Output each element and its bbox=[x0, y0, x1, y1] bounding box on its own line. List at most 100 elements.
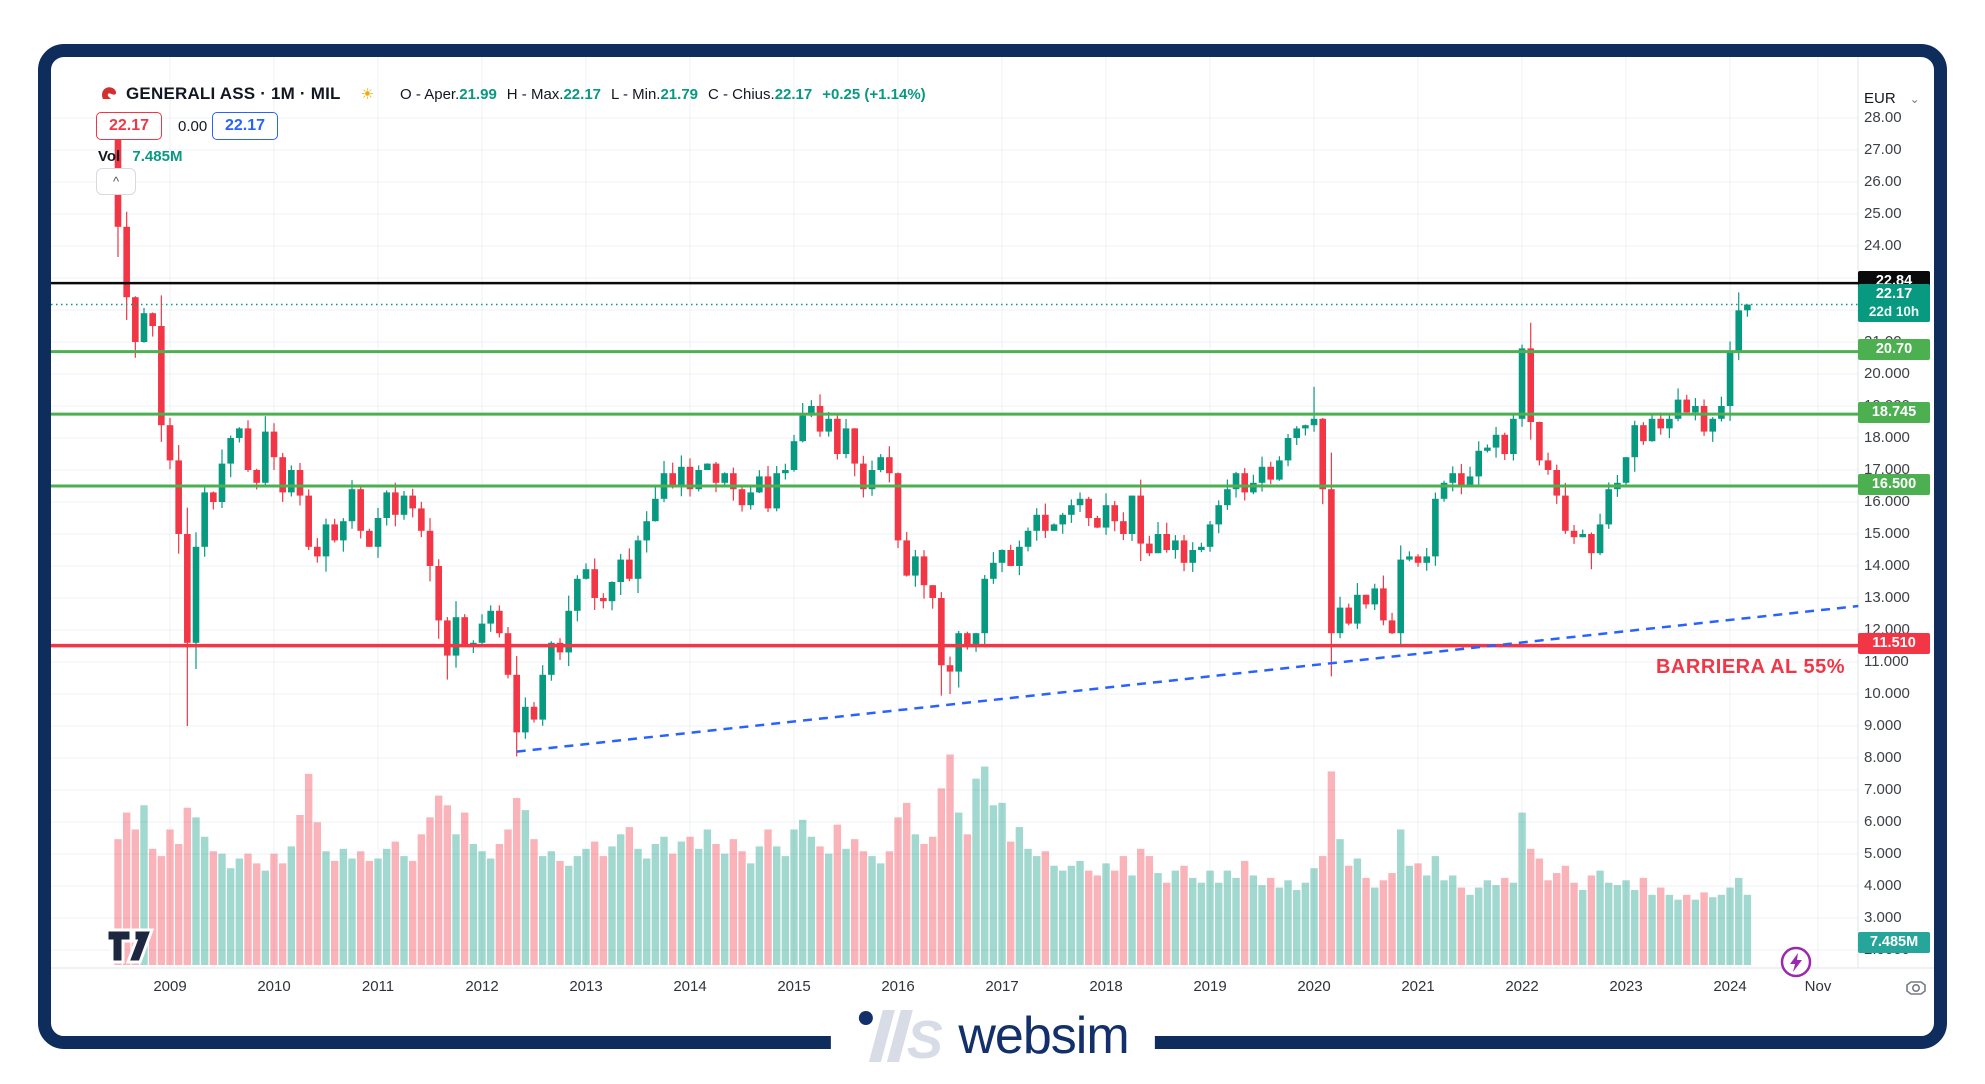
volume-bar bbox=[157, 856, 166, 965]
ohlc-value: 21.99 bbox=[459, 85, 497, 103]
volume-bar bbox=[1215, 882, 1223, 965]
candle-body bbox=[652, 498, 659, 522]
candle-body bbox=[1380, 588, 1387, 621]
volume-bar bbox=[547, 851, 556, 965]
symbol-title[interactable]: GENERALI ASS · 1M · MIL bbox=[126, 84, 341, 103]
tradingview-logo[interactable] bbox=[104, 922, 156, 973]
price-tick-label: 16.000 bbox=[1864, 493, 1910, 510]
buy-price-button[interactable]: 22.17 bbox=[212, 112, 279, 140]
candle-body bbox=[1406, 556, 1413, 560]
volume-bar bbox=[1024, 848, 1032, 965]
candle-body bbox=[409, 495, 416, 509]
candle-body bbox=[634, 540, 642, 579]
candle-body bbox=[296, 470, 304, 496]
ohlc-value: 21.79 bbox=[660, 85, 699, 103]
volume-bar bbox=[902, 802, 911, 965]
candle-body bbox=[1622, 457, 1630, 483]
volume-bar bbox=[1319, 856, 1327, 965]
ohlc-value: 22.17 bbox=[563, 85, 602, 103]
volume-bar bbox=[183, 807, 192, 965]
candle-body bbox=[608, 582, 616, 602]
volume-bar bbox=[1492, 885, 1500, 965]
candle-body bbox=[643, 521, 650, 541]
volume-bar bbox=[1700, 892, 1708, 965]
websim-logo-mark: S bbox=[858, 1010, 942, 1068]
volume-bar bbox=[174, 844, 183, 965]
price-tick-label: 28.00 bbox=[1864, 109, 1902, 126]
volume-bar bbox=[1674, 899, 1682, 965]
candle-body bbox=[903, 540, 910, 576]
candle-body bbox=[1310, 418, 1318, 426]
volume-bar bbox=[998, 802, 1006, 965]
year-tick-label: 2024 bbox=[1713, 978, 1747, 995]
volume-bar bbox=[1267, 877, 1275, 965]
year-tick-label: 2020 bbox=[1297, 978, 1331, 995]
candle-body bbox=[426, 530, 434, 566]
volume-bar bbox=[226, 868, 235, 965]
volume-bar bbox=[937, 788, 946, 965]
generali-logo-icon bbox=[100, 86, 118, 102]
candle-body bbox=[166, 425, 174, 461]
volume-bar bbox=[920, 844, 928, 965]
volume-bar bbox=[1466, 894, 1474, 965]
collapse-indicator-button[interactable]: ^ bbox=[96, 168, 136, 195]
currency-selector[interactable]: EUR ⌄ bbox=[1864, 90, 1920, 107]
volume-bar bbox=[1059, 870, 1067, 965]
candle-body bbox=[1674, 399, 1682, 419]
volume-bar bbox=[807, 836, 816, 965]
volume-bar bbox=[1154, 873, 1162, 965]
volume-bar bbox=[1171, 870, 1180, 965]
price-level-badge: 11.510 bbox=[1858, 633, 1930, 654]
settings-gear-icon[interactable] bbox=[1904, 976, 1928, 1005]
volume-bar bbox=[850, 839, 859, 965]
volume-bar bbox=[1163, 882, 1171, 965]
volume-bar bbox=[356, 851, 365, 965]
candle-body bbox=[842, 428, 850, 454]
volume-bar bbox=[798, 819, 807, 965]
candle-body bbox=[1146, 543, 1153, 554]
volume-row: Vol 7.485M bbox=[98, 148, 182, 165]
candle-body bbox=[799, 415, 806, 442]
symbol-header: GENERALI ASS · 1M · MIL ☀ O - Aper.21.99… bbox=[100, 84, 926, 104]
volume-bar bbox=[391, 841, 400, 965]
candle-body bbox=[1388, 620, 1396, 634]
volume-bar bbox=[200, 836, 209, 965]
volume-bar bbox=[304, 773, 313, 965]
candle-body bbox=[972, 633, 980, 646]
candle-body bbox=[1120, 521, 1127, 534]
volume-bar bbox=[1518, 812, 1526, 965]
candle-body bbox=[877, 457, 884, 470]
candle-body bbox=[1510, 418, 1517, 454]
candle-body bbox=[1215, 505, 1223, 525]
candle-body bbox=[227, 438, 234, 464]
volume-bar bbox=[1111, 870, 1119, 965]
volume-bar bbox=[1379, 880, 1388, 965]
volume-bar bbox=[738, 851, 746, 965]
lightning-badge-icon[interactable] bbox=[1778, 944, 1814, 985]
volume-bar bbox=[772, 846, 781, 965]
volume-bar bbox=[564, 865, 573, 965]
candle-body bbox=[886, 457, 893, 474]
volume-bar bbox=[712, 844, 720, 965]
candle-body bbox=[1232, 473, 1240, 490]
volume-bar bbox=[278, 863, 287, 965]
price-tick-label: 10.000 bbox=[1864, 685, 1910, 702]
volume-bar bbox=[469, 844, 478, 965]
candle-body bbox=[1345, 607, 1353, 624]
candle-body bbox=[825, 418, 832, 432]
candle-body bbox=[929, 585, 936, 598]
candle-body bbox=[513, 674, 520, 733]
candle-body bbox=[1250, 482, 1257, 493]
volume-bar bbox=[720, 853, 729, 965]
volume-bar bbox=[1596, 870, 1604, 965]
volume-bar bbox=[1249, 875, 1258, 965]
candle-body bbox=[1536, 422, 1543, 461]
volume-bar bbox=[634, 848, 642, 965]
candle-body bbox=[730, 473, 737, 490]
candle-body bbox=[1484, 447, 1491, 451]
candle-body bbox=[1258, 466, 1266, 483]
candle-body bbox=[478, 623, 486, 643]
sell-price-button[interactable]: 22.17 bbox=[96, 112, 163, 140]
candle-body bbox=[140, 313, 148, 342]
